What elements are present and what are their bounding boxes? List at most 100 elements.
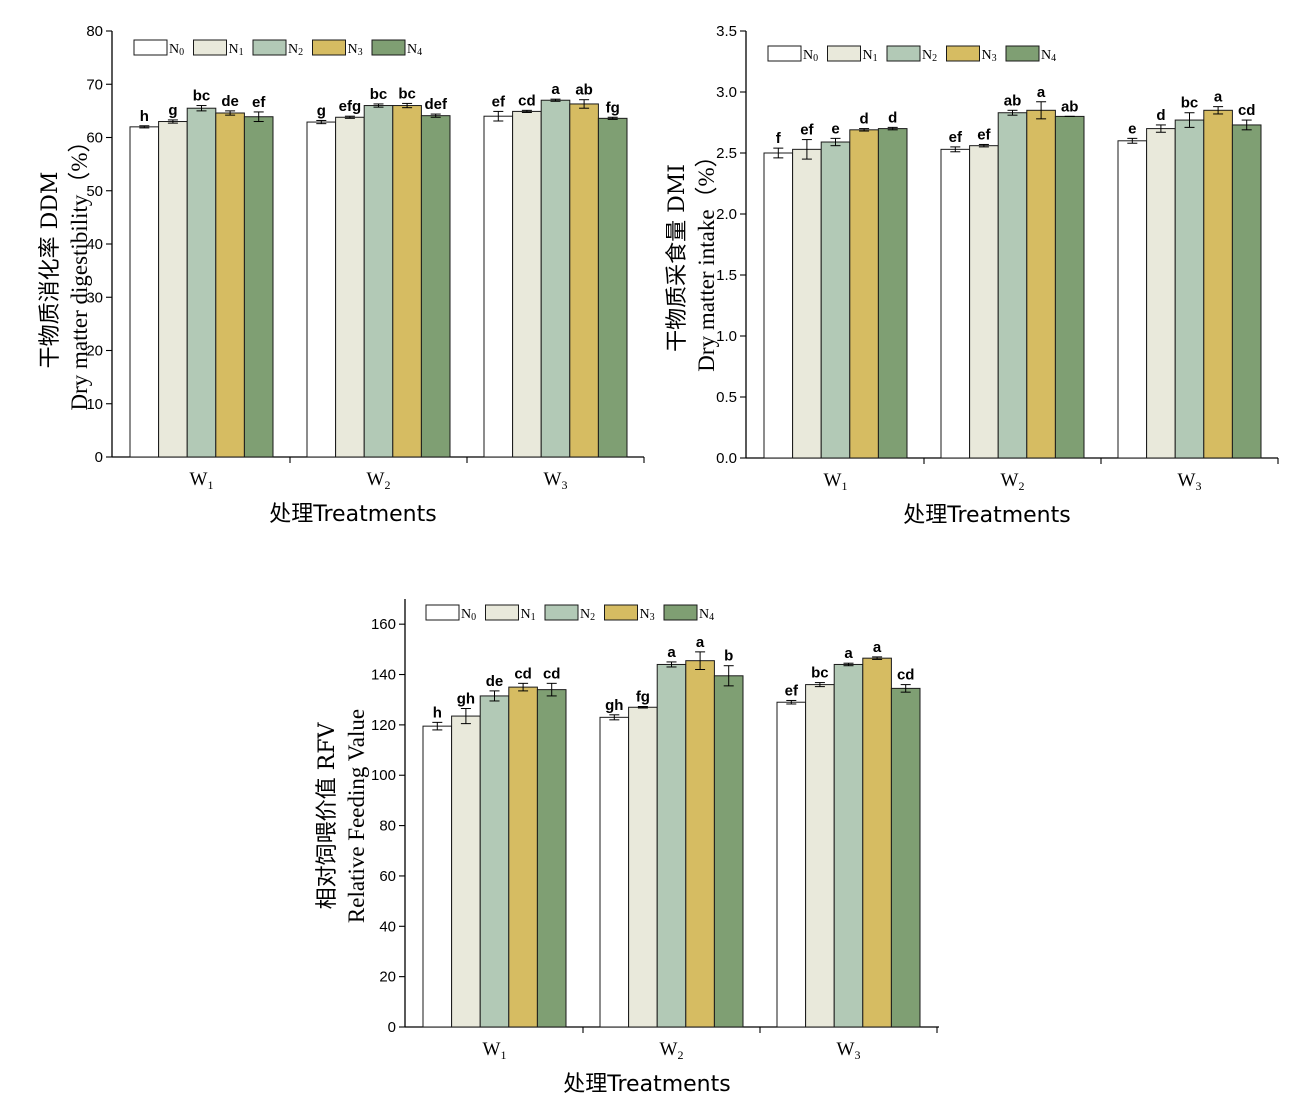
legend-swatch-n4 — [663, 604, 698, 621]
significance-label: ef — [785, 682, 799, 699]
y-tick-label: 2.0 — [716, 206, 737, 223]
significance-label: bc — [398, 85, 416, 102]
bar-w2-n0 — [940, 148, 971, 459]
y-tick-label: 3.0 — [716, 84, 737, 101]
y-tick-label: 1.0 — [716, 328, 737, 345]
significance-label: cd — [897, 667, 915, 684]
bar-w2-n2 — [656, 663, 687, 1028]
significance-label: ef — [492, 93, 506, 110]
bar-w1-n0 — [763, 152, 794, 459]
bar-w1-n1 — [451, 715, 481, 1028]
y-tick-label: 40 — [86, 236, 103, 253]
legend-swatch-n0 — [767, 45, 802, 62]
y-tick-label: 0.0 — [716, 450, 737, 467]
legend-label: N0 — [803, 48, 818, 64]
y-tick-label: 2.5 — [716, 145, 737, 162]
bar-w1-n4 — [243, 116, 274, 458]
bar-w3-n2 — [833, 663, 864, 1028]
y-tick-label: 20 — [86, 343, 103, 360]
bar-w1-n4 — [877, 128, 908, 459]
legend-swatch-n0 — [133, 39, 168, 56]
significance-label: de — [486, 673, 504, 690]
bar-w1-n3 — [508, 686, 538, 1028]
legend-swatch-n2 — [252, 39, 287, 56]
legend-label: N1 — [521, 607, 536, 623]
x-axis-title: 处理Treatments — [563, 1072, 730, 1097]
significance-label: d — [860, 111, 869, 128]
y-tick-label: 20 — [379, 969, 396, 986]
x-axis-title: 处理Treatments — [903, 503, 1070, 528]
significance-label: bc — [1181, 95, 1199, 112]
bar-w2-n0 — [306, 121, 337, 458]
bar-w3-n2 — [540, 99, 571, 458]
bar-w3-n1 — [805, 684, 835, 1028]
significance-label: e — [1128, 120, 1136, 137]
legend-label: N3 — [982, 48, 997, 64]
bar-w1-n3 — [849, 129, 879, 459]
bar-w2-n1 — [628, 706, 658, 1028]
x-tick-label: W2 — [1001, 470, 1025, 493]
bar-w3-n1 — [512, 110, 542, 458]
legend-label: N2 — [288, 42, 303, 58]
y-tick-label: 10 — [86, 396, 103, 413]
significance-label: bc — [193, 88, 211, 105]
bar-w2-n2 — [363, 105, 394, 458]
bar-w3-n3 — [1203, 109, 1233, 459]
significance-label: ef — [949, 129, 963, 146]
significance-label: cd — [518, 92, 536, 109]
bar-w3-n4 — [597, 117, 628, 458]
legend-label: N3 — [348, 42, 363, 58]
y-tick-label: 120 — [371, 717, 396, 734]
significance-label: fg — [636, 689, 650, 706]
significance-label: a — [1214, 89, 1223, 106]
legend: N0 N1 N2 N3 N4 — [133, 39, 422, 58]
y-tick-label: 60 — [86, 130, 103, 147]
bar-w1-n2 — [186, 107, 217, 458]
legend-swatch-n1 — [485, 604, 519, 621]
bar-w3-n2 — [1174, 119, 1205, 459]
x-tick-label: W1 — [483, 1039, 507, 1062]
legend-swatch-n1 — [827, 45, 861, 62]
significance-label: ab — [575, 82, 593, 99]
bar-w3-n3 — [569, 103, 599, 458]
significance-label: h — [140, 108, 149, 125]
y-tick-label: 1.5 — [716, 267, 737, 284]
bar-w2-n2 — [997, 112, 1028, 459]
bar-w3-n4 — [1231, 124, 1262, 459]
y-tick-label: 100 — [371, 767, 396, 784]
bar-w1-n2 — [820, 141, 851, 459]
bar-w2-n3 — [392, 105, 422, 458]
legend-label: N3 — [640, 607, 655, 623]
significance-label: a — [696, 634, 705, 651]
y-tick-label: 160 — [371, 616, 396, 633]
bar-w3-n4 — [890, 687, 921, 1028]
significance-label: h — [433, 704, 442, 721]
bar-w2-n4 — [420, 115, 451, 458]
bar-w2-n3 — [685, 660, 715, 1028]
legend-swatch-n3 — [312, 39, 346, 56]
legend: N0 N1 N2 N3 N4 — [767, 45, 1056, 64]
x-tick-label: W3 — [544, 469, 568, 492]
significance-label: ef — [252, 94, 266, 111]
x-tick-label: W1 — [824, 470, 848, 493]
significance-label: gh — [457, 691, 475, 708]
significance-label: f — [776, 130, 782, 147]
y-axis-title: 干物质采食量 DMI Dry matter intake（%） — [665, 144, 719, 371]
bar-w2-n4 — [713, 675, 744, 1028]
legend-label: N4 — [1041, 48, 1056, 64]
significance-label: ab — [1061, 98, 1079, 115]
y-tick-label: 0 — [388, 1019, 396, 1036]
y-tick-label: 80 — [86, 23, 103, 40]
y-tick-label: 40 — [379, 918, 396, 935]
legend-label: N0 — [461, 607, 476, 623]
bar-w1-n0 — [422, 725, 453, 1028]
significance-label: a — [844, 645, 853, 662]
x-axis-title: 处理Treatments — [269, 502, 436, 527]
bar-w1-n1 — [158, 121, 188, 458]
bar-w3-n0 — [1117, 140, 1148, 459]
significance-label: g — [317, 102, 326, 119]
legend-swatch-n2 — [544, 604, 579, 621]
